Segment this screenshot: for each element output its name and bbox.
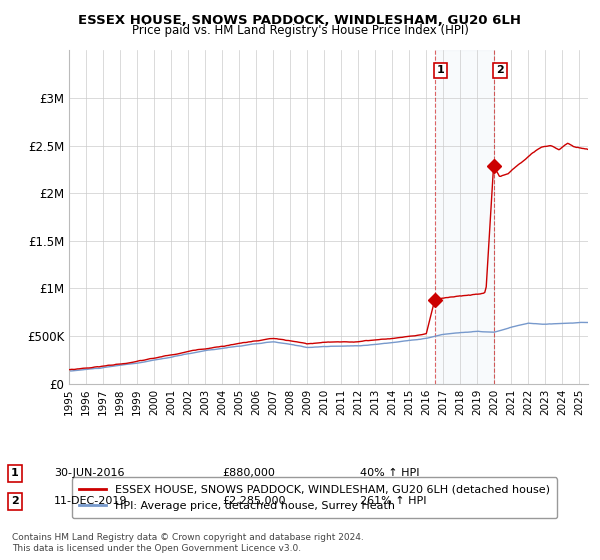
Text: 1: 1 (11, 468, 19, 478)
Text: ESSEX HOUSE, SNOWS PADDOCK, WINDLESHAM, GU20 6LH: ESSEX HOUSE, SNOWS PADDOCK, WINDLESHAM, … (79, 14, 521, 27)
Text: £2,285,000: £2,285,000 (222, 496, 286, 506)
Bar (435, 50, 494, 384)
Text: 2: 2 (11, 496, 19, 506)
Text: 30-JUN-2016: 30-JUN-2016 (54, 468, 125, 478)
Text: Price paid vs. HM Land Registry's House Price Index (HPI): Price paid vs. HM Land Registry's House … (131, 24, 469, 37)
Text: 261% ↑ HPI: 261% ↑ HPI (360, 496, 427, 506)
Text: 40% ↑ HPI: 40% ↑ HPI (360, 468, 419, 478)
Text: £880,000: £880,000 (222, 468, 275, 478)
Text: 1: 1 (437, 66, 445, 76)
Text: 2: 2 (496, 66, 504, 76)
Legend: ESSEX HOUSE, SNOWS PADDOCK, WINDLESHAM, GU20 6LH (detached house), HPI: Average : ESSEX HOUSE, SNOWS PADDOCK, WINDLESHAM, … (72, 478, 557, 518)
Text: Contains HM Land Registry data © Crown copyright and database right 2024.
This d: Contains HM Land Registry data © Crown c… (12, 533, 364, 553)
Text: 11-DEC-2019: 11-DEC-2019 (54, 496, 128, 506)
